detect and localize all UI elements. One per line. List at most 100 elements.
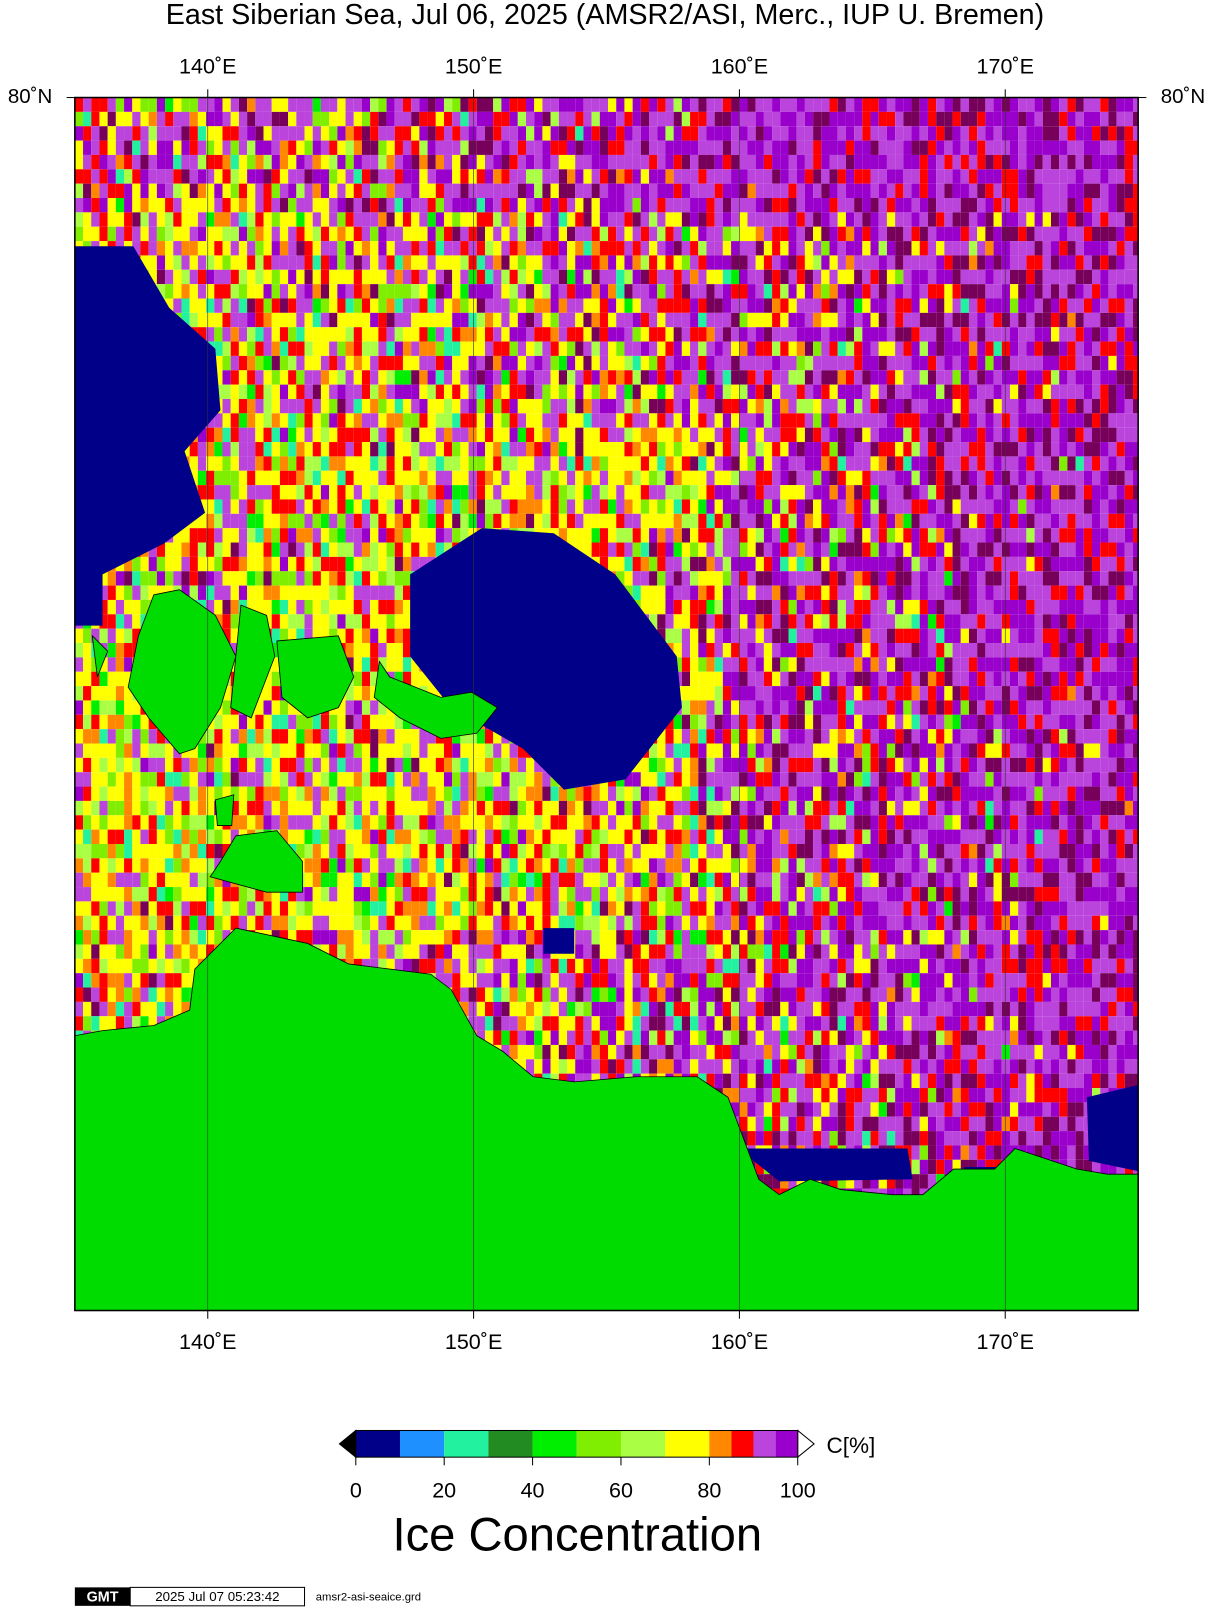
ice-cell	[312, 327, 321, 342]
ice-cell	[575, 384, 584, 399]
ice-cell	[206, 183, 215, 199]
ice-cell	[665, 398, 674, 414]
ice-cell	[608, 183, 617, 199]
ice-cell	[263, 470, 272, 486]
ice-cell	[378, 513, 387, 529]
ice-cell	[320, 355, 330, 371]
ice-cell	[247, 413, 256, 428]
ice-cell	[681, 413, 691, 428]
ice-cell	[608, 298, 617, 313]
ice-cell	[526, 284, 535, 299]
ice-cell	[320, 614, 330, 629]
ice-cell	[591, 212, 600, 227]
ice-cell	[739, 198, 748, 213]
ice-cell	[968, 370, 978, 385]
ice-cell	[526, 355, 535, 371]
ice-cell	[567, 312, 576, 328]
ice-cell	[148, 140, 157, 155]
ice-cell	[435, 384, 444, 399]
ice-cell	[402, 255, 412, 270]
ice-cell	[591, 355, 600, 371]
ice-cell	[370, 542, 379, 557]
ice-cell	[821, 169, 830, 184]
ice-cell	[173, 212, 182, 227]
ice-cell	[411, 226, 420, 242]
ice-cell	[624, 183, 633, 199]
ice-cell	[665, 126, 674, 141]
ice-cell	[747, 269, 756, 285]
ice-cell	[189, 585, 198, 600]
ice-cell	[452, 370, 461, 385]
ice-cell	[304, 226, 313, 242]
ice-cell	[813, 542, 822, 557]
ice-cell	[722, 126, 732, 141]
ice-cell	[484, 398, 494, 414]
ice-cell	[411, 255, 420, 270]
ice-cell	[1009, 198, 1019, 213]
ice-cell	[698, 140, 707, 155]
ice-cell	[370, 298, 379, 313]
ice-cell	[624, 327, 633, 342]
ice-cell	[345, 513, 354, 529]
ice-cell	[952, 154, 961, 170]
ice-cell	[591, 413, 600, 428]
ice-cell	[337, 269, 346, 285]
ice-cell	[230, 298, 239, 313]
ice-cell	[165, 542, 174, 557]
ice-cell	[296, 312, 305, 328]
ice-cell	[1075, 269, 1084, 285]
ice-cell	[476, 355, 485, 371]
ice-cell	[484, 212, 494, 227]
ice-cell	[886, 255, 896, 270]
ice-cell	[747, 427, 756, 443]
ice-cell	[394, 241, 403, 256]
ice-cell	[903, 542, 912, 557]
ice-cell	[829, 427, 838, 443]
ice-cell	[534, 269, 543, 285]
ice-cell	[402, 269, 412, 285]
ice-cell	[197, 212, 207, 227]
ice-cell	[632, 198, 641, 213]
ice-cell	[1042, 111, 1051, 127]
ice-cell	[320, 183, 330, 199]
ice-cell	[156, 212, 166, 227]
ice-cell	[1050, 154, 1060, 170]
ice-cell	[706, 384, 715, 399]
ice-cell	[345, 226, 354, 242]
ice-cell	[649, 169, 658, 184]
ice-cell	[706, 341, 715, 356]
ice-cell	[772, 97, 781, 112]
ice-cell	[296, 384, 305, 399]
ice-cell	[780, 614, 789, 629]
ice-cell	[353, 327, 362, 342]
ice-cell	[558, 284, 568, 299]
ice-cell	[501, 255, 510, 270]
ice-cell	[230, 571, 239, 586]
ice-cell	[206, 427, 215, 443]
ice-cell	[238, 269, 248, 285]
ice-cell	[575, 528, 584, 543]
ice-cell	[944, 269, 953, 285]
ice-cell	[1092, 284, 1101, 299]
ice-cell	[788, 312, 797, 328]
ice-cell	[222, 370, 231, 385]
ice-cell	[329, 528, 338, 543]
ice-cell	[599, 284, 609, 299]
ice-cell	[1042, 413, 1051, 428]
ice-cell	[1001, 599, 1010, 615]
ice-cell	[878, 485, 887, 500]
ice-cell	[1092, 370, 1101, 385]
ice-cell	[567, 327, 576, 342]
ice-cell	[1059, 370, 1068, 385]
ice-cell	[156, 169, 166, 184]
ice-cell	[509, 198, 518, 213]
ice-cell	[944, 255, 953, 270]
ice-cell	[632, 528, 641, 543]
ice-cell	[829, 398, 838, 414]
ice-cell	[534, 398, 543, 414]
ice-cell	[214, 183, 223, 199]
ice-cell	[640, 442, 650, 457]
ice-cell	[772, 298, 781, 313]
ice-cell	[558, 370, 568, 385]
ice-cell	[329, 398, 338, 414]
